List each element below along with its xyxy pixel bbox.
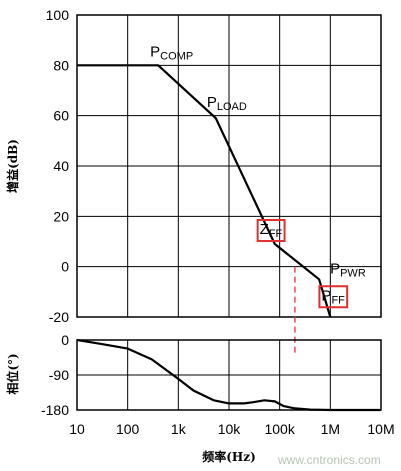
annotation-box xyxy=(318,285,349,309)
x-tick-label: 100k xyxy=(264,421,295,437)
magnitude-y-tick-label: 40 xyxy=(53,158,69,174)
magnitude-y-tick-label: -20 xyxy=(49,309,69,325)
annotation-box xyxy=(256,219,286,243)
annotation-p-load: PLOAD xyxy=(207,94,247,113)
magnitude-y-tick-label: 20 xyxy=(53,208,69,224)
x-tick-label: 100 xyxy=(116,421,140,437)
phase-y-tick-label: -180 xyxy=(41,402,69,418)
phase-curve xyxy=(76,338,381,412)
annotation-p-comp: PCOMP xyxy=(150,43,193,62)
x-tick-label: 1k xyxy=(171,421,187,437)
x-axis-title: 频率(Hz) xyxy=(202,449,256,464)
x-tick-label: 10M xyxy=(367,421,394,437)
phase-plot-frame xyxy=(76,339,382,411)
magnitude-panel: -20 0 20 40 60 80 100 PCOMP PLOAD ZFF PPWR PFF xyxy=(46,7,382,356)
phase-y-tick-label: -90 xyxy=(49,367,69,383)
magnitude-plot-frame xyxy=(76,14,382,318)
annotation-p-pwr: PPWR xyxy=(330,260,366,279)
x-tick-label: 1M xyxy=(321,421,340,437)
phase-y-tick-label: 0 xyxy=(61,332,69,348)
magnitude-curve xyxy=(77,64,332,318)
annotation-p-ff: PFF xyxy=(321,287,345,306)
annotation-z-ff: ZFF xyxy=(260,221,283,240)
x-tick-label: 10 xyxy=(69,421,85,437)
magnitude-y-tick-label: 60 xyxy=(53,108,69,124)
phase-panel: -180 -90 0 xyxy=(41,332,382,418)
magnitude-axis-title: 增益(dB) xyxy=(5,139,20,193)
magnitude-y-tick-label: 100 xyxy=(46,7,70,23)
x-tick-label: 10k xyxy=(218,421,242,437)
magnitude-y-tick-label: 80 xyxy=(53,57,69,73)
watermark: www.cntronics.com xyxy=(277,453,381,467)
phase-axis-title: 相位(°) xyxy=(5,353,20,394)
magnitude-y-tick-label: 0 xyxy=(61,259,69,275)
x-tick-labels: 10 100 1k 10k 100k 1M 10M xyxy=(69,421,394,437)
